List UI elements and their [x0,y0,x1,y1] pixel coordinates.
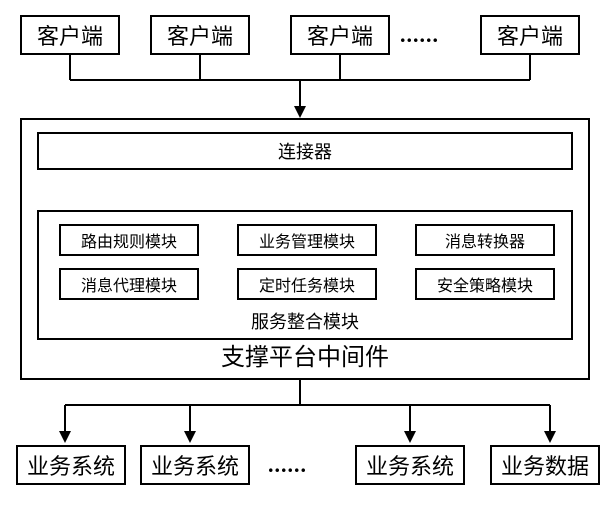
bizdata-label: 业务数据 [501,449,589,481]
client-label-4: 客户端 [497,19,563,51]
bizsys-box-1: 业务系统 [16,445,126,485]
bottom-dots: ...... [268,452,307,478]
service-integration-label: 服务整合模块 [39,308,571,334]
connector-box: 连接器 [37,132,573,170]
module-routing-label: 路由规则模块 [81,228,177,252]
module-msg-converter-label: 消息转换器 [445,228,525,252]
module-msg-proxy: 消息代理模块 [59,268,199,300]
module-business-mgmt: 业务管理模块 [237,224,377,256]
client-label-1: 客户端 [37,19,103,51]
module-business-mgmt-label: 业务管理模块 [259,228,355,252]
bizsys-label-2: 业务系统 [151,449,239,481]
bizdata-box: 业务数据 [490,445,600,485]
client-box-2: 客户端 [150,15,250,55]
module-timer: 定时任务模块 [237,268,377,300]
module-timer-label: 定时任务模块 [259,272,355,296]
top-dots: ...... [400,22,439,48]
bizsys-box-2: 业务系统 [140,445,250,485]
module-msg-proxy-label: 消息代理模块 [81,272,177,296]
client-box-3: 客户端 [290,15,390,55]
bizsys-label-3: 业务系统 [366,449,454,481]
client-box-4: 客户端 [480,15,580,55]
middleware-label: 支撑平台中间件 [22,337,588,372]
connector-label: 连接器 [278,138,332,164]
module-routing: 路由规则模块 [59,224,199,256]
bizsys-box-3: 业务系统 [355,445,465,485]
module-security: 安全策略模块 [415,268,555,300]
client-box-1: 客户端 [20,15,120,55]
module-msg-converter: 消息转换器 [415,224,555,256]
service-integration-box: 路由规则模块 业务管理模块 消息转换器 消息代理模块 定时任务模块 安全策略模块… [37,210,573,340]
module-security-label: 安全策略模块 [437,272,533,296]
bizsys-label-1: 业务系统 [27,449,115,481]
middleware-outer: 连接器 路由规则模块 业务管理模块 消息转换器 消息代理模块 定时任务模块 安全… [20,118,590,380]
client-label-3: 客户端 [307,19,373,51]
client-label-2: 客户端 [167,19,233,51]
